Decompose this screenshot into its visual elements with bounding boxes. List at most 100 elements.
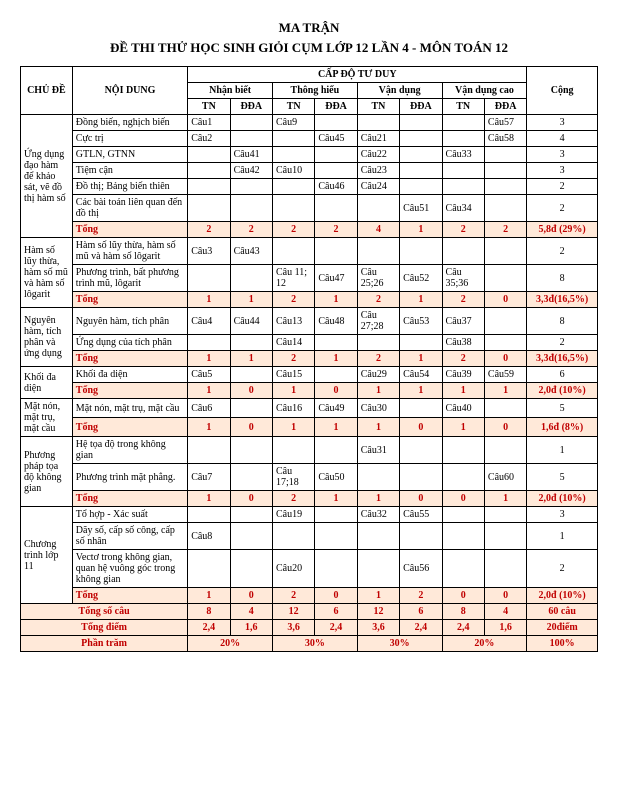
data-cell: Câu22 bbox=[357, 147, 399, 163]
grand-cell: 20% bbox=[442, 636, 527, 652]
grand-cell: 1,6 bbox=[230, 620, 272, 636]
total-sum: 3,3đ(16,5%) bbox=[527, 292, 598, 308]
row-total-cell: 2 bbox=[527, 195, 598, 222]
section-total-row: Tổng102110012,0đ (10%) bbox=[21, 491, 598, 507]
data-cell bbox=[484, 195, 526, 222]
content-cell: Tổ hợp - Xác suất bbox=[72, 507, 187, 523]
data-cell: Câu49 bbox=[315, 399, 357, 418]
total-cell: 2 bbox=[315, 222, 357, 238]
total-cell: 1 bbox=[230, 292, 272, 308]
total-sum: 5,8đ (29%) bbox=[527, 222, 598, 238]
total-cell: 1 bbox=[188, 491, 230, 507]
total-cell: 0 bbox=[230, 491, 272, 507]
th-tn: TN bbox=[272, 99, 314, 115]
data-cell: Câu4 bbox=[188, 308, 230, 335]
data-cell: Câu54 bbox=[400, 367, 442, 383]
row-total-cell: 3 bbox=[527, 163, 598, 179]
data-cell: Câu38 bbox=[442, 335, 484, 351]
data-cell: Câu40 bbox=[442, 399, 484, 418]
row-total-cell: 5 bbox=[527, 399, 598, 418]
table-row: Phương pháp tọa độ không gianHệ tọa độ t… bbox=[21, 437, 598, 464]
total-cell: 1 bbox=[315, 351, 357, 367]
th-dda: ĐĐA bbox=[230, 99, 272, 115]
data-cell: Câu44 bbox=[230, 308, 272, 335]
data-cell bbox=[272, 437, 314, 464]
table-row: Mặt nón, mặt trụ, mặt cầuMặt nón, mặt tr… bbox=[21, 399, 598, 418]
data-cell: Câu37 bbox=[442, 308, 484, 335]
data-cell bbox=[230, 179, 272, 195]
table-body: Ứng dụng đạo hàm để khảo sát, vẽ đồ thị … bbox=[21, 115, 598, 652]
total-cell: 0 bbox=[484, 418, 526, 437]
data-cell bbox=[442, 523, 484, 550]
total-sum: 3,3đ(16,5%) bbox=[527, 351, 598, 367]
data-cell: Câu41 bbox=[230, 147, 272, 163]
content-cell: Đồ thị; Bảng biến thiên bbox=[72, 179, 187, 195]
data-cell bbox=[484, 147, 526, 163]
total-cell: 0 bbox=[484, 292, 526, 308]
data-cell bbox=[400, 238, 442, 265]
data-cell bbox=[188, 265, 230, 292]
data-cell bbox=[315, 238, 357, 265]
total-cell: 0 bbox=[315, 588, 357, 604]
section-total-row: Tổng102012002,0đ (10%) bbox=[21, 588, 598, 604]
th-dda: ĐĐA bbox=[315, 99, 357, 115]
content-cell: Dãy số, cấp số công, cấp số nhân bbox=[72, 523, 187, 550]
th-cap-do: CẤP ĐỘ TƯ DUY bbox=[188, 67, 527, 83]
page-title-1: MA TRẬN bbox=[20, 20, 598, 36]
matrix-table: CHỦ ĐỀ NỘI DUNG CẤP ĐỘ TƯ DUY Cộng Nhận … bbox=[20, 66, 598, 652]
total-cell: 1 bbox=[400, 351, 442, 367]
grand-cell: 2,4 bbox=[188, 620, 230, 636]
data-cell bbox=[188, 147, 230, 163]
data-cell: Câu57 bbox=[484, 115, 526, 131]
grand-row: Tổng số câu841261268460 câu bbox=[21, 604, 598, 620]
table-row: Ứng dụng của tích phânCâu14Câu382 bbox=[21, 335, 598, 351]
data-cell bbox=[400, 147, 442, 163]
grand-total: 20điểm bbox=[527, 620, 598, 636]
data-cell: Câu16 bbox=[272, 399, 314, 418]
data-cell: Câu 35;36 bbox=[442, 265, 484, 292]
data-cell: Câu23 bbox=[357, 163, 399, 179]
table-row: Ứng dụng đạo hàm để khảo sát, vẽ đồ thị … bbox=[21, 115, 598, 131]
topic-cell: Khối đa diện bbox=[21, 367, 73, 399]
total-cell: 2 bbox=[442, 351, 484, 367]
total-cell: 1 bbox=[315, 292, 357, 308]
data-cell: Câu52 bbox=[400, 265, 442, 292]
data-cell: Câu8 bbox=[188, 523, 230, 550]
data-cell: Câu5 bbox=[188, 367, 230, 383]
table-row: Vectơ trong không gian, quan hệ vuông gó… bbox=[21, 550, 598, 588]
table-row: Dãy số, cấp số công, cấp số nhânCâu81 bbox=[21, 523, 598, 550]
data-cell bbox=[272, 238, 314, 265]
grand-cell: 12 bbox=[357, 604, 399, 620]
data-cell bbox=[484, 550, 526, 588]
grand-cell: 4 bbox=[484, 604, 526, 620]
data-cell bbox=[315, 163, 357, 179]
row-total-cell: 4 bbox=[527, 131, 598, 147]
content-cell: Khối đa diện bbox=[72, 367, 187, 383]
total-cell: 2 bbox=[400, 588, 442, 604]
data-cell bbox=[400, 163, 442, 179]
data-cell: Câu14 bbox=[272, 335, 314, 351]
grand-cell: 20% bbox=[188, 636, 273, 652]
data-cell bbox=[188, 179, 230, 195]
data-cell bbox=[357, 335, 399, 351]
row-total-cell: 8 bbox=[527, 265, 598, 292]
total-cell: 1 bbox=[188, 588, 230, 604]
row-total-cell: 3 bbox=[527, 507, 598, 523]
total-sum: 2,0đ (10%) bbox=[527, 491, 598, 507]
data-cell bbox=[315, 115, 357, 131]
data-cell bbox=[357, 550, 399, 588]
grand-label: Phần trăm bbox=[21, 636, 188, 652]
row-total-cell: 6 bbox=[527, 367, 598, 383]
total-label: Tổng bbox=[72, 588, 187, 604]
total-cell: 0 bbox=[400, 418, 442, 437]
total-cell: 2 bbox=[357, 292, 399, 308]
table-row: Đồ thị; Bảng biến thiênCâu46Câu242 bbox=[21, 179, 598, 195]
data-cell bbox=[400, 115, 442, 131]
data-cell bbox=[442, 238, 484, 265]
data-cell bbox=[357, 238, 399, 265]
data-cell bbox=[484, 507, 526, 523]
data-cell bbox=[357, 115, 399, 131]
data-cell bbox=[272, 179, 314, 195]
data-cell bbox=[272, 131, 314, 147]
total-cell: 2 bbox=[442, 222, 484, 238]
